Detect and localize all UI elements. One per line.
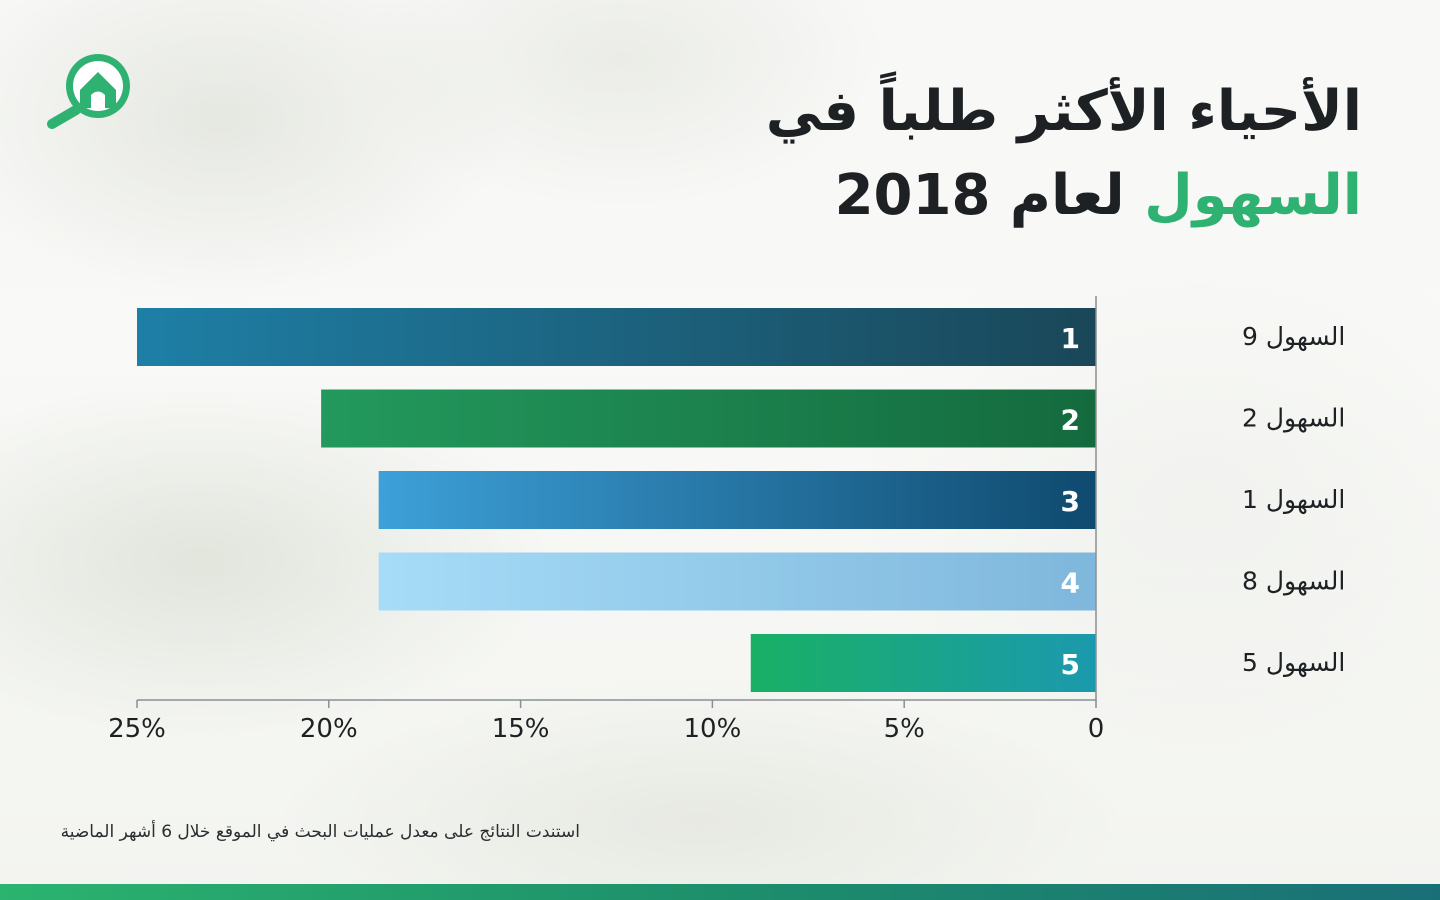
x-tick-label: 5% (884, 714, 925, 744)
category-label: السهول 8 (1242, 567, 1345, 597)
category-label: السهول 9 (1242, 322, 1345, 352)
x-tick-label: 25% (108, 714, 166, 744)
bar-4 (378, 552, 1097, 611)
bar-rank-label: 4 (1061, 567, 1080, 600)
bar-3 (378, 471, 1097, 529)
bar-5 (750, 634, 1096, 692)
x-tick-label: 20% (300, 714, 358, 744)
bar-rank-label: 1 (1061, 322, 1080, 355)
bottom-accent-bar (0, 884, 1440, 900)
bar-1 (137, 308, 1096, 366)
footnote: استندت النتائج على معدل عمليات البحث في … (60, 822, 580, 842)
title-line-2: السهول لعام 2018 (462, 154, 1362, 238)
category-label: السهول 2 (1242, 404, 1345, 434)
category-label: السهول 1 (1242, 485, 1345, 515)
page-title: الأحياء الأكثر طلباً في السهول لعام 2018 (462, 70, 1362, 238)
bar-rank-label: 5 (1061, 648, 1080, 681)
x-tick-label: 0 (1088, 714, 1105, 744)
title-line-1: الأحياء الأكثر طلباً في (765, 79, 1362, 144)
x-tick-label: 15% (492, 714, 550, 744)
x-tick-label: 10% (684, 714, 742, 744)
bar-rank-label: 3 (1061, 485, 1080, 518)
bar-2 (321, 389, 1096, 448)
house-search-icon (47, 54, 130, 129)
title-accent: السهول (1144, 163, 1362, 228)
bar-rank-label: 2 (1061, 404, 1080, 437)
title-rest: لعام 2018 (834, 163, 1145, 228)
category-label: السهول 5 (1242, 648, 1345, 678)
